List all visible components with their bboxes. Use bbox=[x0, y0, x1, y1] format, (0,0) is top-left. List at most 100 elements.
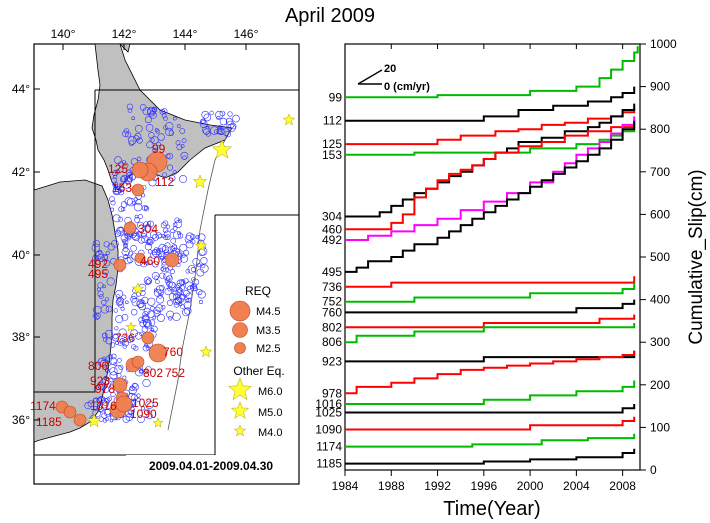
seismicity-point bbox=[139, 104, 147, 111]
seismicity-point bbox=[116, 226, 124, 234]
seismicity-point bbox=[119, 338, 126, 345]
seismicity-point bbox=[135, 332, 143, 340]
seismicity-point bbox=[159, 109, 166, 115]
seismicity-point bbox=[101, 412, 108, 419]
seismicity-point bbox=[102, 284, 106, 289]
seismicity-point bbox=[163, 230, 171, 238]
seismicity-point bbox=[144, 279, 151, 286]
seismicity-point bbox=[199, 299, 204, 304]
seismicity-point bbox=[232, 114, 240, 123]
seismicity-point bbox=[176, 294, 185, 303]
series-line-736 bbox=[345, 276, 636, 288]
req-label-1185: 1185 bbox=[36, 415, 62, 429]
seismicity-point bbox=[143, 307, 151, 315]
seismicity-point bbox=[145, 124, 154, 132]
series-line-112 bbox=[345, 86, 636, 122]
seismicity-point bbox=[141, 235, 149, 243]
legend-stars bbox=[227, 377, 253, 437]
y-tick-label: 700 bbox=[650, 165, 670, 179]
seismicity-point bbox=[130, 329, 138, 337]
seismicity-point bbox=[103, 259, 111, 267]
seismicity-point bbox=[192, 257, 200, 266]
seismicity-point bbox=[173, 231, 182, 240]
legend-req-m35-marker bbox=[232, 322, 248, 338]
seismicity-point bbox=[148, 319, 156, 326]
series-line-978 bbox=[345, 350, 636, 395]
seismicity-point bbox=[109, 418, 114, 423]
req-label-752: 752 bbox=[165, 366, 185, 380]
series-line-752 bbox=[345, 282, 636, 303]
seismicity-point bbox=[91, 243, 101, 253]
seismicity-point bbox=[101, 299, 107, 306]
seismicity-point bbox=[98, 407, 104, 413]
seismicity-point bbox=[157, 133, 165, 141]
y-tick-label: 200 bbox=[650, 378, 670, 392]
seismicity-point bbox=[179, 128, 186, 134]
seismicity-point bbox=[97, 357, 107, 367]
seismicity-point bbox=[167, 286, 173, 292]
seismicity-point bbox=[112, 214, 121, 223]
seismicity-point bbox=[100, 305, 110, 314]
seismicity-point bbox=[219, 117, 228, 126]
seismicity-point bbox=[119, 185, 125, 191]
seismicity-point bbox=[104, 367, 110, 372]
seismicity-point bbox=[121, 294, 127, 300]
seismicity-point bbox=[118, 364, 124, 370]
seismicity-point bbox=[128, 251, 134, 257]
req-marker bbox=[131, 355, 145, 369]
seismicity-point bbox=[142, 107, 151, 116]
req-marker bbox=[141, 331, 155, 345]
seismicity-point bbox=[165, 153, 171, 159]
req-label-1016: 1016 bbox=[90, 399, 117, 413]
series-label-99: 99 bbox=[329, 90, 343, 104]
seismicity-point bbox=[126, 256, 134, 263]
seismicity-point bbox=[138, 369, 143, 374]
series-line-460 bbox=[345, 122, 636, 231]
seismicity-point bbox=[131, 116, 135, 120]
x-tick-label: 1996 bbox=[470, 479, 497, 493]
legend-req-title: REQ bbox=[245, 284, 271, 298]
seismicity-point bbox=[140, 230, 148, 237]
seismicity-point bbox=[162, 172, 167, 177]
seismicity-point bbox=[180, 144, 185, 149]
seismicity-point bbox=[117, 216, 123, 222]
seismicity-point bbox=[168, 292, 177, 301]
other-eq-star bbox=[86, 413, 102, 428]
trench-line bbox=[167, 129, 231, 431]
seismicity-point bbox=[151, 325, 158, 333]
seismicity-point bbox=[170, 269, 175, 274]
seismicity-point bbox=[146, 221, 152, 226]
seismicity-point bbox=[159, 272, 166, 279]
seismicity-point bbox=[122, 344, 127, 349]
seismicity-point bbox=[127, 409, 134, 416]
seismicity-point bbox=[186, 297, 192, 303]
req-label-495: 495 bbox=[88, 267, 108, 281]
seismicity-point bbox=[94, 312, 101, 320]
series-label-923: 923 bbox=[322, 354, 342, 368]
seismicity-point bbox=[201, 110, 210, 119]
seismicity-point bbox=[98, 249, 103, 254]
seismicity-point bbox=[101, 253, 109, 261]
seismicity-point bbox=[134, 217, 140, 223]
req-label-304: 304 bbox=[138, 222, 158, 236]
seismicity-point bbox=[190, 239, 196, 245]
seismicity-point bbox=[203, 113, 212, 122]
seismicity-point bbox=[141, 314, 150, 323]
series-label-112: 112 bbox=[323, 114, 342, 128]
lat-tick-36: 36° bbox=[12, 413, 30, 427]
seismicity-point bbox=[217, 126, 223, 132]
seismicity-point bbox=[100, 400, 109, 409]
seismicity-point bbox=[180, 304, 185, 310]
seismicity-point bbox=[146, 409, 151, 414]
series-line-1174 bbox=[345, 433, 636, 448]
series-label-1090: 1090 bbox=[315, 423, 342, 437]
seismicity-point bbox=[160, 267, 165, 271]
rate-scale-bottom: 0 (cm/yr) bbox=[384, 81, 430, 93]
legend-other-m40: M4.0 bbox=[258, 427, 282, 439]
seismicity-point bbox=[128, 136, 137, 145]
seismicity-point bbox=[107, 354, 114, 360]
series-line-1016 bbox=[345, 380, 636, 405]
seismicity-point bbox=[146, 278, 153, 285]
req-marker bbox=[148, 343, 168, 363]
